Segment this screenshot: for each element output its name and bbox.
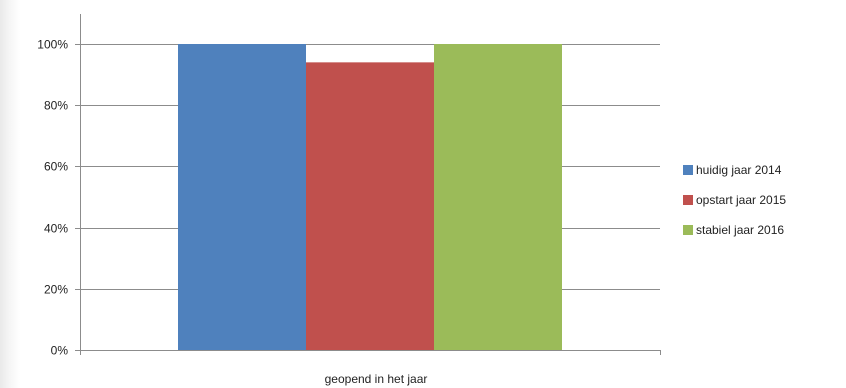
legend-label: stabiel jaar 2016 (696, 223, 784, 237)
legend-entry: stabiel jaar 2016 (683, 223, 784, 237)
bars (178, 44, 562, 351)
legend-swatch (683, 165, 693, 175)
y-tick-labels: 0% 20% 40% 60% 80% 100% (37, 38, 68, 358)
legend-swatch (683, 225, 693, 235)
legend: huidig jaar 2014 opstart jaar 2015 stabiel… (683, 163, 786, 237)
bar-huidig-jaar-2014 (178, 44, 306, 350)
y-tick-label: 60% (44, 160, 68, 174)
y-tick-label: 100% (37, 38, 68, 52)
legend-entry: opstart jaar 2015 (683, 193, 786, 207)
bar-stabiel-jaar-2016 (434, 44, 562, 350)
x-category-labels: geopend in het jaar (325, 372, 428, 386)
legend-label: huidig jaar 2014 (696, 163, 782, 177)
y-tick-label: 20% (44, 283, 68, 297)
y-tick-label: 80% (44, 99, 68, 113)
legend-swatch (683, 195, 693, 205)
bar-opstart-jaar-2015 (306, 62, 434, 351)
x-category-label: geopend in het jaar (325, 372, 428, 386)
legend-entry: huidig jaar 2014 (683, 163, 782, 177)
y-tick-label: 0% (51, 344, 69, 358)
legend-label: opstart jaar 2015 (696, 193, 786, 207)
axes (75, 14, 661, 355)
y-tick-label: 40% (44, 222, 68, 236)
